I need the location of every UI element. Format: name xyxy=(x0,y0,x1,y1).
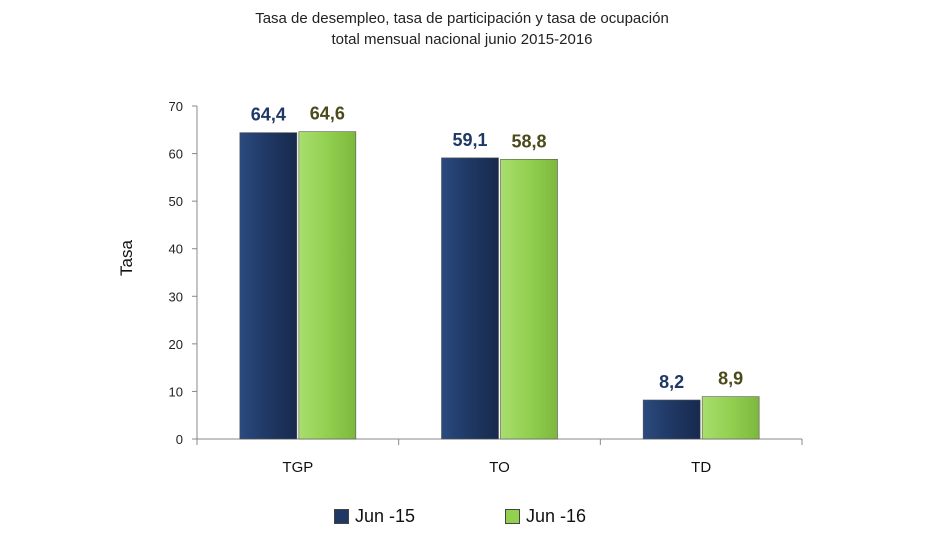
y-tick-label: 60 xyxy=(169,147,183,162)
data-label: 8,2 xyxy=(659,372,684,392)
bar-td-series-2 xyxy=(701,396,760,440)
bar-td-series-1 xyxy=(642,399,701,440)
bar-tgp-series-2 xyxy=(298,131,357,440)
data-label: 64,6 xyxy=(310,104,345,124)
y-axis-label: Tasa xyxy=(117,240,136,276)
legend-item-series-1: Jun -15 xyxy=(334,506,415,527)
chart-title-line2: total mensual nacional junio 2015-2016 xyxy=(331,31,593,48)
data-label: 58,8 xyxy=(511,131,546,151)
y-tick-label: 20 xyxy=(169,337,183,352)
x-tick-label: TD xyxy=(691,459,711,476)
bar-tgp-series-1 xyxy=(239,132,298,440)
chart-title: Tasa de desempleo, tasa de participación… xyxy=(0,8,924,50)
y-tick-label: 50 xyxy=(169,194,183,209)
legend-label-series-1: Jun -15 xyxy=(355,506,416,526)
bar-to-series-2 xyxy=(500,158,558,440)
legend-item-series-2: Jun -16 xyxy=(505,506,586,527)
x-tick-label: TO xyxy=(489,459,510,476)
y-tick-label: 70 xyxy=(169,99,183,114)
chart-title-line1: Tasa de desempleo, tasa de participación… xyxy=(255,10,669,27)
legend-swatch-series-2 xyxy=(505,509,520,524)
y-tick-label: 30 xyxy=(169,289,183,304)
data-label: 64,4 xyxy=(251,105,286,125)
legend-label-series-2: Jun -16 xyxy=(526,506,587,526)
y-tick-label: 10 xyxy=(169,384,183,399)
legend: Jun -15 Jun -16 xyxy=(0,506,952,530)
y-tick-label: 40 xyxy=(169,242,183,257)
y-tick-label: 0 xyxy=(176,432,183,447)
bar-to-series-1 xyxy=(441,157,499,440)
data-label: 8,9 xyxy=(718,369,743,389)
legend-swatch-series-1 xyxy=(334,509,349,524)
data-label: 59,1 xyxy=(452,130,487,150)
x-tick-label: TGP xyxy=(282,459,313,476)
